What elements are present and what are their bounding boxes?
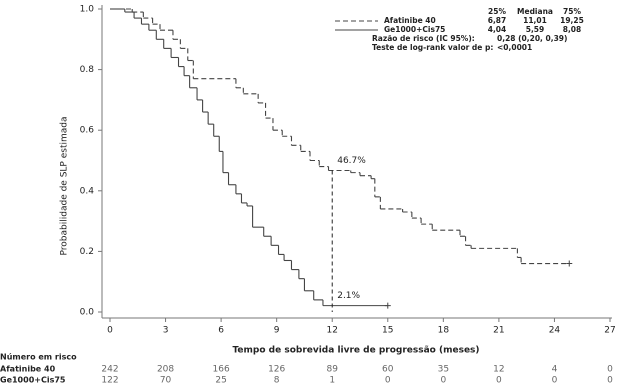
risk-value: 60 bbox=[382, 365, 394, 375]
legend-label: Ge1000+Cis75 bbox=[384, 25, 445, 34]
x-tick-label: 15 bbox=[382, 326, 393, 336]
y-tick-label: 0.0 bbox=[80, 308, 95, 318]
risk-row-label: Ge1000+Cis75 bbox=[0, 376, 66, 385]
y-tick-label: 0.8 bbox=[80, 65, 95, 75]
x-tick-label: 6 bbox=[218, 326, 224, 336]
logrank-value: <0,0001 bbox=[497, 43, 532, 52]
risk-value: 0 bbox=[552, 376, 558, 386]
risk-value: 12 bbox=[493, 365, 504, 375]
risk-value: 166 bbox=[213, 365, 230, 375]
risk-value: 0 bbox=[496, 376, 502, 386]
legend-value: 19,25 bbox=[560, 16, 584, 25]
risk-value: 0 bbox=[607, 365, 613, 375]
risk-value: 0 bbox=[440, 376, 446, 386]
x-tick-label: 27 bbox=[604, 326, 615, 336]
risk-value: 208 bbox=[157, 365, 174, 375]
x-axis-label: Tempo de sobrevida livre de progressão (… bbox=[232, 346, 479, 356]
legend-value: 4,04 bbox=[488, 25, 507, 34]
y-axis-label: Probabilidade de SLP estimada bbox=[60, 117, 70, 256]
risk-value: 25 bbox=[215, 376, 226, 386]
hazard-label: Razão de risco (IC 95%): bbox=[372, 34, 475, 43]
annotation: 46.7% bbox=[337, 156, 366, 166]
x-tick-label: 24 bbox=[549, 326, 561, 336]
legend-value: 8,08 bbox=[563, 25, 582, 34]
censor-mark bbox=[384, 302, 391, 309]
legend-header: Mediana bbox=[517, 7, 553, 16]
annotation: 2.1% bbox=[337, 291, 360, 301]
logrank-label: Teste de log-rank valor de p: bbox=[372, 43, 493, 52]
y-tick-label: 0.2 bbox=[80, 247, 94, 257]
risk-value: 35 bbox=[438, 365, 449, 375]
legend-label: Afatinibe 40 bbox=[384, 16, 436, 25]
risk-value: 89 bbox=[326, 365, 338, 375]
y-tick-label: 0.6 bbox=[80, 126, 95, 136]
risk-value: 1 bbox=[329, 376, 335, 386]
legend-header: 25% bbox=[488, 7, 506, 16]
x-tick-label: 12 bbox=[326, 326, 337, 336]
risk-value: 126 bbox=[268, 365, 285, 375]
censor-mark bbox=[566, 260, 573, 267]
risk-value: 4 bbox=[552, 365, 558, 375]
risk-title: Número em risco bbox=[0, 353, 77, 362]
y-tick-label: 0.4 bbox=[80, 186, 95, 196]
y-tick-label: 1.0 bbox=[80, 5, 95, 15]
risk-value: 0 bbox=[607, 376, 613, 386]
legend-header: 75% bbox=[563, 7, 581, 16]
x-tick-label: 18 bbox=[438, 326, 450, 336]
risk-value: 122 bbox=[101, 376, 118, 386]
risk-row-label: Afatinibe 40 bbox=[0, 365, 56, 374]
risk-value: 242 bbox=[101, 365, 118, 375]
x-tick-label: 21 bbox=[493, 326, 504, 336]
risk-value: 8 bbox=[274, 376, 280, 386]
hazard-value: 0,28 (0,20, 0,39) bbox=[497, 34, 567, 43]
risk-value: 0 bbox=[385, 376, 391, 386]
risk-value: 70 bbox=[160, 376, 172, 386]
legend-value: 5,59 bbox=[526, 25, 545, 34]
legend-value: 11,01 bbox=[523, 16, 547, 25]
x-tick-label: 3 bbox=[163, 326, 169, 336]
legend-value: 6,87 bbox=[488, 16, 507, 25]
x-tick-label: 9 bbox=[274, 326, 280, 336]
x-tick-label: 0 bbox=[107, 326, 113, 336]
